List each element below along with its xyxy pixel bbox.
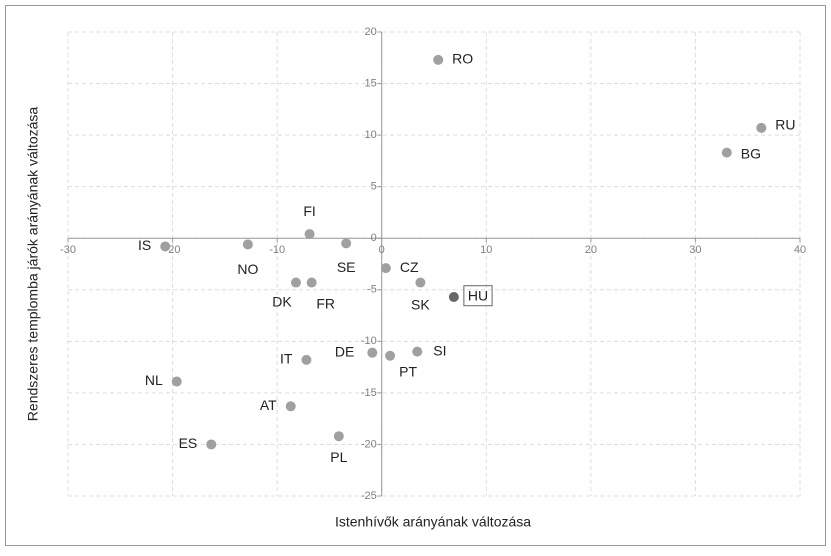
point-label: CZ (400, 259, 419, 275)
label-box (463, 285, 493, 307)
point (301, 354, 312, 365)
point-label: AT (260, 397, 277, 413)
point (448, 291, 459, 302)
point-label: RU (775, 117, 795, 133)
y-tick-label: 20 (364, 26, 376, 38)
point-label: PT (399, 363, 417, 379)
point (367, 347, 378, 358)
point (333, 431, 344, 442)
point (385, 350, 396, 361)
point-label: BG (741, 145, 761, 161)
y-tick-label: 15 (364, 77, 376, 89)
point-label: FI (303, 203, 315, 219)
point-label: NO (237, 261, 258, 277)
y-tick-label: 0 (371, 232, 377, 244)
point (290, 277, 301, 288)
point-label: IS (138, 237, 151, 253)
x-tick-label: 10 (480, 244, 492, 256)
point (304, 229, 315, 240)
x-tick-label: 20 (585, 244, 597, 256)
x-tick-label: -10 (269, 244, 285, 256)
y-tick-label: -20 (361, 438, 377, 450)
y-tick-label: -25 (361, 490, 377, 502)
x-axis-title: Istenhívők arányának változása (335, 514, 531, 530)
y-tick-label: -15 (361, 387, 377, 399)
point (206, 439, 217, 450)
point (380, 263, 391, 274)
point-label: SE (337, 259, 356, 275)
x-tick-label: -30 (60, 244, 76, 256)
point-label: FR (316, 295, 335, 311)
y-axis-title: Rendszeres templomba járók arányának vál… (25, 107, 41, 422)
point-label: HU (468, 288, 488, 304)
frame (5, 5, 826, 546)
point (415, 277, 426, 288)
point (721, 147, 732, 158)
x-tick-label: 30 (689, 244, 701, 256)
y-tick-label: 5 (371, 181, 377, 193)
x-tick-label: 40 (794, 244, 806, 256)
point-label: DK (272, 293, 292, 309)
point (433, 54, 444, 65)
y-tick-label: -10 (361, 335, 377, 347)
point-label: SK (411, 296, 430, 312)
x-tick-label: 0 (379, 244, 385, 256)
point (285, 401, 296, 412)
point-label: SI (433, 342, 446, 358)
point (160, 241, 171, 252)
point (171, 376, 182, 387)
point (756, 122, 767, 133)
y-tick-label: -5 (367, 284, 377, 296)
point-label: IT (280, 351, 293, 367)
point-label: RO (452, 51, 473, 67)
point (341, 238, 352, 249)
point (412, 346, 423, 357)
point-label: ES (179, 435, 198, 451)
y-tick-label: 10 (364, 129, 376, 141)
point-label: NL (145, 372, 163, 388)
point (242, 239, 253, 250)
point-label: DE (335, 343, 354, 359)
point (306, 277, 317, 288)
point-label: PL (330, 449, 347, 465)
